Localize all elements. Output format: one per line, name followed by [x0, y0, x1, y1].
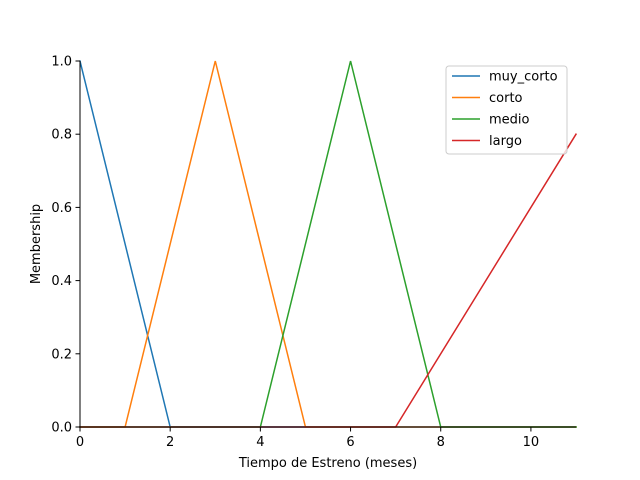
- axes-layer: [79, 61, 576, 428]
- y-tick-label: 0.8: [51, 128, 72, 143]
- x-tick-label: 6: [346, 435, 354, 450]
- y-tick-label: 0.4: [51, 274, 72, 289]
- y-axis-label: Membership: [29, 204, 44, 284]
- y-tick-label: 0.2: [51, 347, 72, 362]
- legend-label-corto: corto: [489, 91, 523, 106]
- x-tick-label: 8: [437, 435, 445, 450]
- series-line-largo: [79, 133, 578, 428]
- ticks-layer: 0 2 4 6 8 10 0.0 0.2 0.4 0.6 0.8 1.0: [51, 55, 539, 451]
- x-tick-label: 0: [76, 435, 84, 450]
- legend-label-medio: medio: [489, 113, 530, 128]
- legend-frame: [445, 65, 568, 155]
- x-tick-label: 10: [523, 435, 540, 450]
- x-tick-label: 4: [256, 435, 264, 450]
- y-tick-label: 0.6: [51, 201, 72, 216]
- y-tick-label: 1.0: [51, 55, 72, 70]
- legend-label-muy_corto: muy_corto: [489, 70, 558, 85]
- legend-label-largo: largo: [489, 134, 522, 149]
- x-tick-label: 2: [166, 435, 174, 450]
- x-axis-label: Tiempo de Estreno (meses): [238, 456, 417, 471]
- y-tick-label: 0.0: [51, 421, 72, 436]
